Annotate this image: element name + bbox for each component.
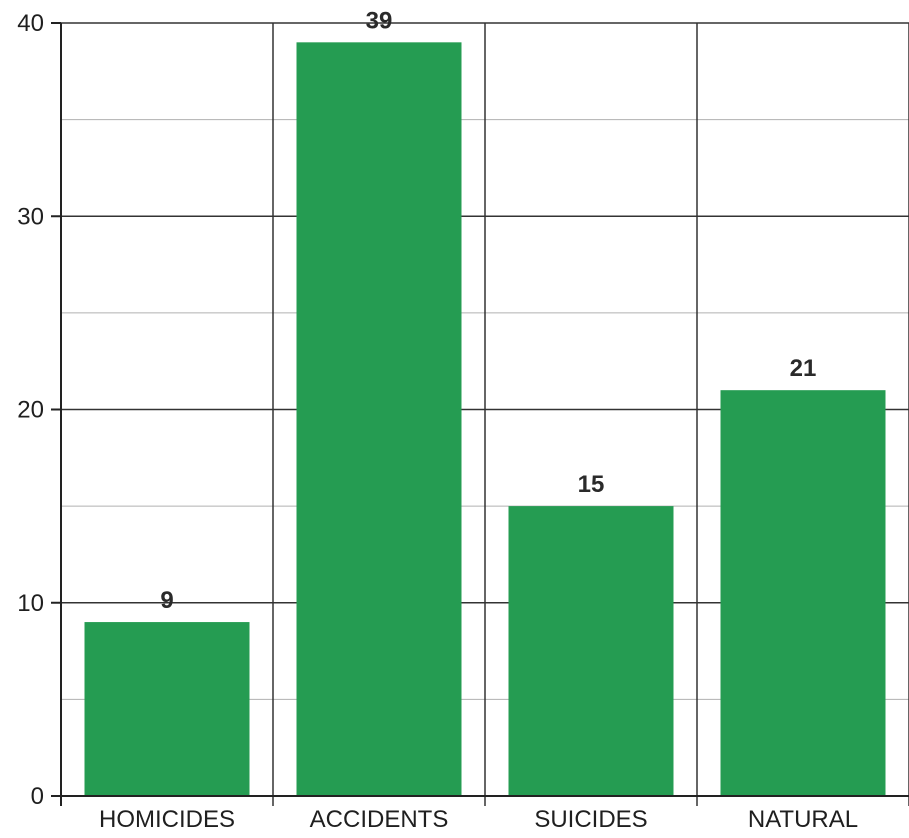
x-category-label: SUICIDES: [534, 806, 647, 833]
bar-value-label: 9: [160, 587, 173, 614]
y-axis-ticks: 0 10 20 30 40: [17, 10, 61, 810]
bar-homicides: [84, 622, 250, 796]
x-category-label: HOMICIDES: [99, 806, 235, 833]
y-tick-label: 30: [17, 203, 44, 230]
y-tick-label: 20: [17, 397, 44, 424]
bar-value-label: 15: [578, 471, 605, 498]
y-tick-label: 40: [17, 10, 44, 37]
bar-natural: [720, 390, 886, 796]
grid-lines: [61, 22, 909, 806]
bar-value-label: 21: [790, 355, 817, 382]
y-tick-label: 0: [31, 783, 44, 810]
bar-value-label: 39: [366, 7, 393, 34]
x-category-label: NATURAL: [748, 806, 858, 833]
x-axis-labels: HOMICIDES ACCIDENTS SUICIDES NATURAL: [99, 806, 858, 833]
y-tick-label: 10: [17, 590, 44, 617]
bar-accidents: [296, 42, 462, 796]
bar-suicides: [508, 506, 674, 796]
x-category-label: ACCIDENTS: [310, 806, 449, 833]
axes: [51, 23, 909, 806]
data-labels: 9 39 15 21: [160, 7, 816, 614]
bars: [84, 42, 886, 796]
